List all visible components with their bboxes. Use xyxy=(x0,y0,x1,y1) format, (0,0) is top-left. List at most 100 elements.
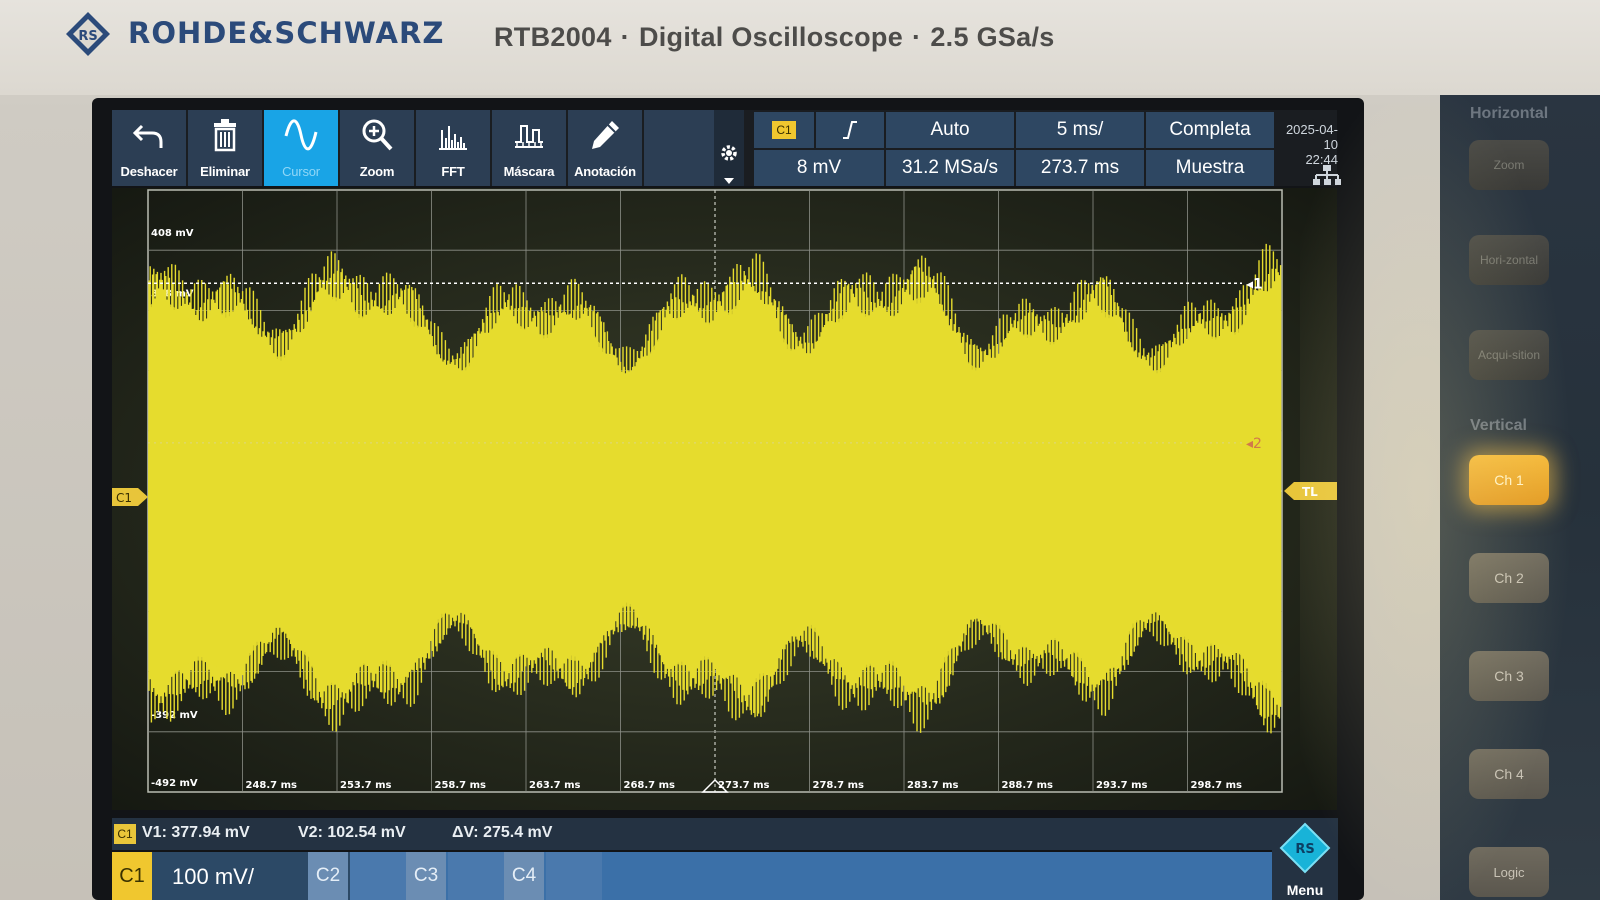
delete-label: Eliminar xyxy=(200,164,250,179)
mask-button[interactable]: Máscara xyxy=(492,110,566,186)
cursor-delta-v: ΔV: 275.4 mV xyxy=(452,824,553,841)
magnifier-plus-icon xyxy=(362,119,393,151)
channel-2-tab[interactable]: C2 xyxy=(308,852,348,900)
cursor-readout-bar[interactable]: C1 V1: 377.94 mV V2: 102.54 mV ΔV: 275.4… xyxy=(112,818,1272,850)
zoom-button[interactable]: Zoom xyxy=(340,110,414,186)
ch4-hw-button[interactable]: Ch 4 xyxy=(1469,749,1549,799)
time-scale[interactable]: 5 ms/ xyxy=(1016,112,1144,148)
cursor-v2: V2: 102.54 mV xyxy=(298,824,406,841)
sine-wave-icon xyxy=(284,119,318,151)
network-icon xyxy=(1313,165,1341,185)
product-name: Digital Oscilloscope xyxy=(638,22,904,52)
zoom-hw-button[interactable]: Zoom xyxy=(1469,140,1549,190)
pencil-icon xyxy=(592,121,619,149)
x-axis-label: 278.7 ms xyxy=(813,780,865,791)
svg-text:RS: RS xyxy=(1295,842,1314,857)
undo-label: Deshacer xyxy=(120,164,178,179)
annotation-label: Anotación xyxy=(574,164,636,179)
x-axis-label: 283.7 ms xyxy=(907,780,959,791)
channel-1-scale: 100 mV/ xyxy=(172,864,254,889)
channel-1-marker-label: C1 xyxy=(116,491,132,505)
cursor-1-label: ◂1 xyxy=(1246,276,1263,292)
trigger-mode[interactable]: Auto xyxy=(886,112,1014,148)
menu-button[interactable]: RS Menu xyxy=(1272,818,1338,900)
brand-name: ROHDE&SCHWARZ xyxy=(128,16,445,50)
acquisition-mode[interactable]: Completa xyxy=(1146,112,1274,148)
trigger-level-marker xyxy=(1284,482,1337,500)
x-axis-label: 288.7 ms xyxy=(1002,780,1054,791)
y-axis-label: 408 mV xyxy=(151,228,194,239)
trigger-slope-cell[interactable] xyxy=(816,112,884,148)
delete-button[interactable]: Eliminar xyxy=(188,110,262,186)
x-axis-label: 298.7 ms xyxy=(1191,780,1243,791)
annotation-button[interactable]: Anotación xyxy=(568,110,642,186)
menu-label: Menu xyxy=(1286,882,1324,898)
waveform-envelope xyxy=(148,290,1277,692)
channel-2-scale-box[interactable] xyxy=(350,852,406,900)
rohde-schwarz-logo-icon: RS xyxy=(66,12,110,56)
channel-1-tab[interactable]: C1 xyxy=(112,852,152,900)
model-number: RTB2004 xyxy=(494,22,612,52)
x-axis-label: 273.7 ms xyxy=(718,780,770,791)
x-axis-label: 248.7 ms xyxy=(246,780,298,791)
date: 2025-04-10 xyxy=(1285,122,1338,152)
ch1-hw-button[interactable]: Ch 1 xyxy=(1469,455,1549,505)
x-axis-label: 293.7 ms xyxy=(1096,780,1148,791)
mask-label: Máscara xyxy=(503,164,555,179)
toolbar-empty-slot xyxy=(644,110,718,186)
cursor-2-label: ◂2 xyxy=(1246,436,1262,452)
fft-button[interactable]: FFT xyxy=(416,110,490,186)
acquisition-hw-button[interactable]: Acqui-sition xyxy=(1469,330,1549,380)
fft-label: FFT xyxy=(441,164,465,179)
spectrum-icon xyxy=(439,126,467,150)
x-axis-label: 253.7 ms xyxy=(340,780,392,791)
zoom-label: Zoom xyxy=(359,164,395,179)
ch3-hw-button[interactable]: Ch 3 xyxy=(1469,651,1549,701)
cursor-button[interactable]: Cursor xyxy=(264,110,338,186)
trigger-level-label: TL xyxy=(1302,485,1318,499)
acquisition-type[interactable]: Muestra xyxy=(1146,150,1274,186)
trash-icon xyxy=(214,119,236,152)
model-title: RTB2004 · Digital Oscilloscope · 2.5 GSa/s xyxy=(494,22,1055,52)
time: 22:44 xyxy=(1305,152,1338,167)
cursor-v1: V1: 377.94 mV xyxy=(142,824,250,841)
instrument-header: RS ROHDE&SCHWARZ RTB2004 · Digital Oscillo… xyxy=(0,0,1600,95)
trigger-position-marker xyxy=(701,778,729,793)
x-axis-label: 263.7 ms xyxy=(529,780,581,791)
channel-bar: C1 100 mV/ DC 1:1 C2 C3 C4 xyxy=(112,852,1272,900)
vertical-section-title: Vertical xyxy=(1470,417,1527,434)
max-sample-rate: 2.5 GSa/s xyxy=(930,22,1055,52)
mask-icon xyxy=(515,125,543,148)
y-axis-label: -492 mV xyxy=(151,778,198,789)
horizontal-section-title: Horizontal xyxy=(1470,105,1549,122)
channel-4-scale-box[interactable] xyxy=(546,852,602,900)
sample-rate[interactable]: 31.2 MSa/s xyxy=(886,150,1014,186)
trigger-source-cell[interactable]: C1 xyxy=(754,112,814,148)
trigger-source: C1 xyxy=(772,121,796,139)
cursor-label: Cursor xyxy=(282,164,320,179)
trigger-level[interactable]: 8 mV xyxy=(754,150,884,186)
gear-icon xyxy=(721,145,737,161)
x-axis-label: 258.7 ms xyxy=(435,780,487,791)
channel-3-tab[interactable]: C3 xyxy=(406,852,446,900)
horizontal-hw-button[interactable]: Hori-zontal xyxy=(1469,235,1549,285)
time-offset[interactable]: 273.7 ms xyxy=(1016,150,1144,186)
undo-button[interactable]: Deshacer xyxy=(112,110,186,186)
dropdown-arrow-icon xyxy=(724,178,734,184)
logic-hw-button[interactable]: Logic xyxy=(1469,847,1549,897)
svg-text:RS: RS xyxy=(78,29,97,44)
x-axis-label: 268.7 ms xyxy=(624,780,676,791)
ch2-hw-button[interactable]: Ch 2 xyxy=(1469,553,1549,603)
channel-3-scale-box[interactable] xyxy=(448,852,504,900)
channel-4-tab[interactable]: C4 xyxy=(504,852,544,900)
channel-1-offset-marker xyxy=(112,488,148,507)
cursor-channel-tag: C1 xyxy=(114,824,136,844)
rising-edge-icon xyxy=(843,121,857,139)
hardware-panel: Horizontal Zoom Hori-zontal Acqui-sition… xyxy=(1440,95,1600,900)
settings-button[interactable] xyxy=(714,110,744,186)
date-time: 2025-04-10 22:44 xyxy=(1276,122,1338,167)
undo-icon xyxy=(132,124,163,148)
rs-menu-logo-icon: RS xyxy=(1279,822,1331,874)
